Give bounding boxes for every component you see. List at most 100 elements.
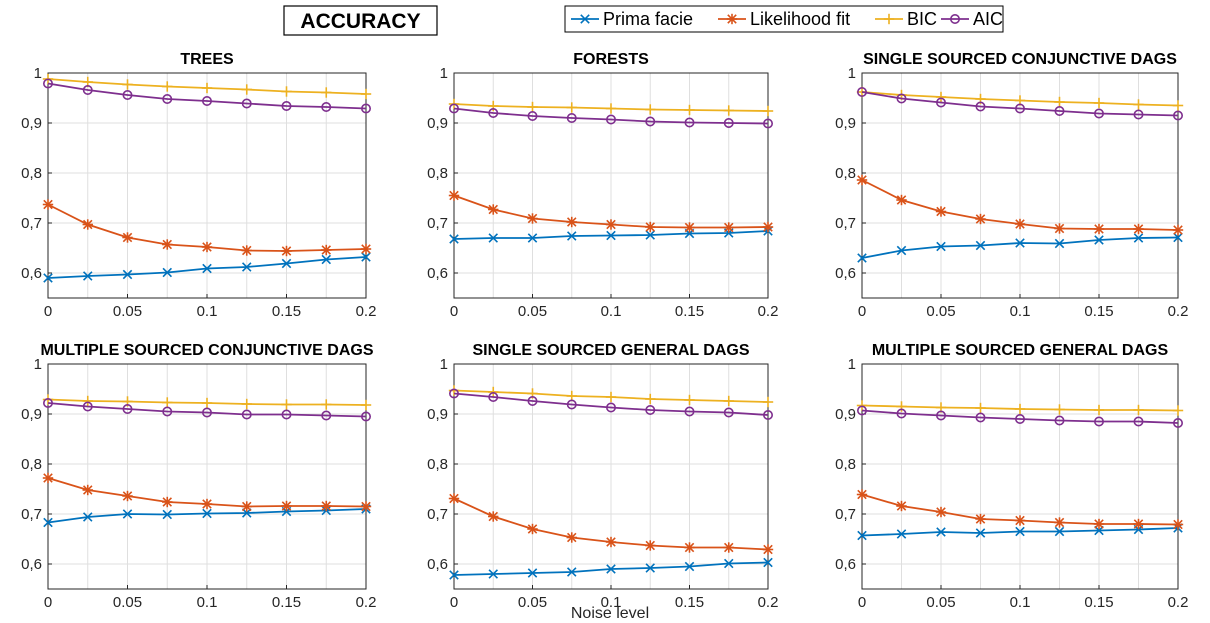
data-point-bic <box>122 79 133 90</box>
x-tick-label: 0.2 <box>356 303 377 320</box>
y-tick-label: 1 <box>440 356 448 373</box>
data-point-prima-facie <box>1015 526 1025 537</box>
data-point-aic <box>527 395 538 406</box>
data-point-likelihood-fit <box>1014 515 1026 526</box>
series-prima-facie <box>857 232 1183 263</box>
data-point-bic <box>762 396 774 408</box>
data-point-prima-facie <box>202 263 212 274</box>
data-point-bic <box>1014 403 1026 415</box>
legend-label-prima-facie: Prima facie <box>603 9 693 29</box>
data-point-prima-facie <box>361 252 371 262</box>
data-point-bic <box>1054 96 1065 108</box>
x-tick-label: 0.1 <box>197 303 218 320</box>
y-tick-label: 0,6 <box>21 556 42 573</box>
data-point-bic <box>321 87 332 98</box>
data-point-likelihood-fit <box>975 513 986 525</box>
data-point-likelihood-fit <box>281 500 292 512</box>
data-point-prima-facie <box>281 258 292 269</box>
chart-panel-6: 0 0.05 0.1 0.15 0.2 0,6 0,7 0,8 0,9 1 MULTIPLE SOU… <box>835 342 1188 611</box>
data-point-prima-facie <box>606 230 616 241</box>
data-point-bic <box>241 84 252 95</box>
data-point-prima-facie <box>566 231 577 241</box>
x-tick-label: 0 <box>450 303 458 320</box>
data-point-aic <box>360 411 371 422</box>
data-point-aic <box>162 406 173 417</box>
data-point-likelihood-fit <box>281 245 292 257</box>
data-point-aic <box>1054 415 1065 426</box>
series-line-aic <box>47 402 367 418</box>
data-point-likelihood-fit <box>360 501 372 512</box>
data-point-bic <box>723 105 734 116</box>
y-tick-label: 0,9 <box>21 115 42 132</box>
legend: Prima facie Likelihood fit BIC AIC <box>571 9 1003 29</box>
panel-title: FORESTS <box>573 51 649 68</box>
x-tick-label: 0.2 <box>356 594 377 611</box>
x-tick-label: 0.1 <box>601 594 622 611</box>
data-point-aic <box>896 93 907 104</box>
data-point-likelihood-fit <box>201 498 213 510</box>
data-point-likelihood-fit <box>935 206 947 217</box>
data-point-aic <box>321 410 332 421</box>
data-point-bic <box>162 81 173 92</box>
series-bic <box>42 73 372 100</box>
data-point-bic <box>762 105 774 117</box>
series-bic <box>856 400 1184 416</box>
data-point-prima-facie <box>527 233 538 243</box>
figure-title: ACCURACY <box>300 10 420 33</box>
data-point-aic <box>896 408 907 419</box>
chart-panel-2: 0 0.05 0.1 0.15 0.2 0,6 0,7 0,8 0,9 1 FORESTS <box>427 51 778 320</box>
series-likelihood-fit <box>856 489 1184 530</box>
chart-panels: 0 0.05 0.1 0.15 0.2 0,6 0,7 0,8 0,9 1 TREES 0 0.05 0.… <box>21 51 1188 611</box>
data-point-prima-facie <box>763 557 773 568</box>
data-point-prima-facie <box>449 234 459 244</box>
series-aic <box>42 78 371 114</box>
data-point-likelihood-fit <box>527 213 538 224</box>
data-point-aic <box>1133 416 1144 427</box>
data-point-aic <box>448 388 459 399</box>
data-point-bic <box>281 399 292 410</box>
y-tick-label: 1 <box>848 356 856 373</box>
data-point-likelihood-fit <box>896 500 907 512</box>
series-line-aic <box>861 409 1179 424</box>
data-point-prima-facie <box>162 267 173 278</box>
data-point-likelihood-fit <box>448 190 460 201</box>
data-point-prima-facie <box>975 528 986 538</box>
data-point-bic <box>605 103 617 114</box>
data-point-prima-facie <box>527 568 538 578</box>
data-point-likelihood-fit <box>488 204 499 215</box>
data-point-aic <box>241 98 252 109</box>
data-point-likelihood-fit <box>856 489 868 500</box>
x-tick-label: 0 <box>858 303 866 320</box>
y-tick-label: 0,7 <box>835 215 856 232</box>
data-point-prima-facie <box>241 262 252 272</box>
data-point-likelihood-fit <box>1133 223 1144 235</box>
y-tick-label: 0,9 <box>835 406 856 423</box>
data-point-likelihood-fit <box>321 500 332 512</box>
data-point-likelihood-fit <box>684 222 695 233</box>
data-point-aic <box>488 108 499 119</box>
data-point-prima-facie <box>896 529 907 539</box>
data-point-bic <box>1093 404 1105 416</box>
data-point-likelihood-fit <box>723 542 734 553</box>
data-point-prima-facie <box>488 233 499 243</box>
data-point-prima-facie <box>1054 238 1065 249</box>
data-point-likelihood-fit <box>684 542 695 553</box>
data-point-likelihood-fit <box>241 501 252 512</box>
data-point-bic <box>201 82 213 94</box>
data-point-prima-facie <box>566 567 577 577</box>
data-point-likelihood-fit <box>321 244 332 256</box>
data-point-prima-facie <box>1173 232 1183 243</box>
data-point-bic <box>488 386 499 398</box>
series-line-aic <box>453 107 769 125</box>
data-point-aic <box>1094 416 1105 427</box>
series-aic <box>42 397 371 422</box>
data-point-aic <box>488 391 499 402</box>
data-point-aic <box>605 114 616 125</box>
data-point-aic <box>1133 109 1144 120</box>
data-point-aic <box>122 403 133 414</box>
data-point-aic <box>527 111 538 122</box>
data-point-likelihood-fit <box>1172 224 1184 236</box>
data-point-likelihood-fit <box>1054 223 1065 234</box>
x-tick-label: 0.15 <box>272 303 301 320</box>
